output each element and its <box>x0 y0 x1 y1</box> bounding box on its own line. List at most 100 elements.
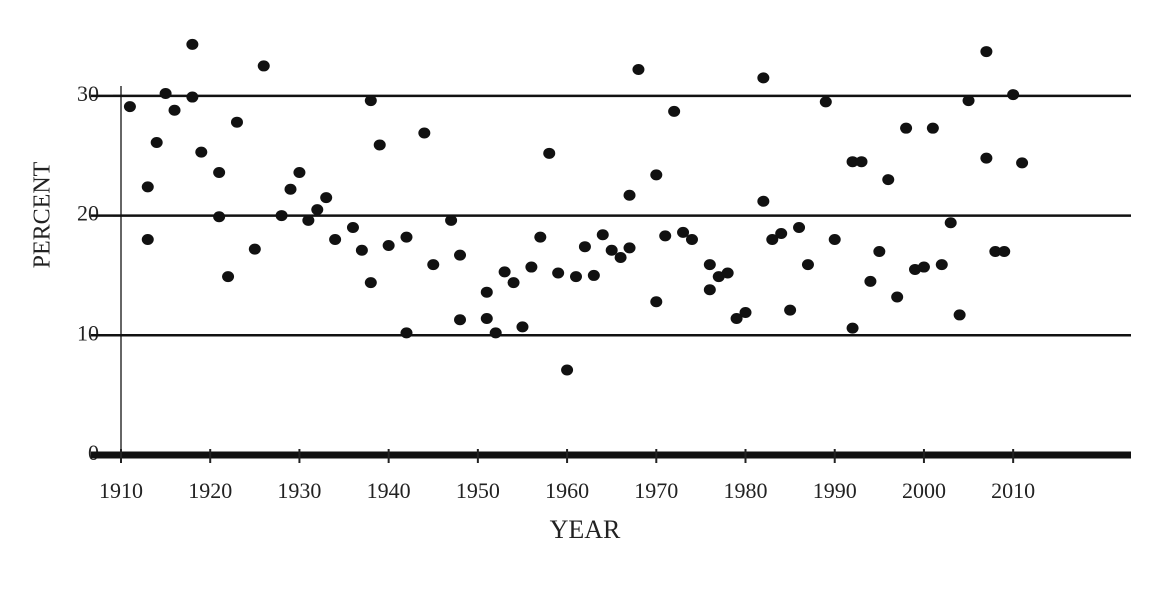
point <box>168 104 181 116</box>
point <box>364 95 377 107</box>
point <box>819 96 832 108</box>
point <box>230 116 243 128</box>
point <box>293 166 306 178</box>
point <box>757 195 770 207</box>
point <box>329 234 342 246</box>
point <box>578 241 591 253</box>
point <box>998 245 1011 257</box>
point <box>123 101 136 113</box>
point <box>400 231 413 243</box>
point <box>855 156 868 168</box>
x-axis-label: YEAR <box>550 515 621 544</box>
point <box>346 222 359 234</box>
point <box>418 127 431 139</box>
point <box>721 267 734 279</box>
point <box>793 222 806 234</box>
point <box>703 259 716 271</box>
point <box>382 240 395 251</box>
point <box>141 181 154 193</box>
point <box>195 146 208 158</box>
y-tick-label: 10 <box>77 320 99 345</box>
point <box>846 322 859 334</box>
point <box>917 261 930 273</box>
point <box>757 72 770 84</box>
point <box>650 296 663 308</box>
point <box>516 321 529 333</box>
x-tick-label: 2000 <box>902 478 946 503</box>
point <box>605 244 618 256</box>
point <box>587 269 600 281</box>
point <box>445 214 458 226</box>
y-tick-label: 20 <box>77 201 99 226</box>
point <box>320 192 333 204</box>
point <box>222 271 235 283</box>
point <box>980 152 993 164</box>
point <box>480 313 493 325</box>
point <box>489 327 502 339</box>
x-tick-label: 1980 <box>724 478 768 503</box>
point <box>926 122 939 134</box>
point <box>1016 157 1029 169</box>
x-tick-label: 1940 <box>367 478 411 503</box>
x-tick-label: 1970 <box>634 478 678 503</box>
point <box>953 309 966 321</box>
point <box>141 234 154 246</box>
point <box>980 46 993 58</box>
point <box>400 327 413 339</box>
y-tick-label: 30 <box>77 81 99 106</box>
point <box>614 251 627 263</box>
point <box>570 271 582 283</box>
point <box>534 231 547 243</box>
point <box>677 226 690 238</box>
point <box>150 137 163 149</box>
point <box>828 234 841 246</box>
point <box>944 217 957 229</box>
point <box>685 234 698 246</box>
point <box>730 313 743 325</box>
point <box>891 291 904 303</box>
point <box>775 228 788 240</box>
point <box>873 245 886 257</box>
point <box>561 364 574 376</box>
point <box>864 275 877 287</box>
point <box>801 259 814 271</box>
x-tick-label: 1960 <box>545 478 589 503</box>
point <box>284 183 297 195</box>
point <box>900 122 913 134</box>
point <box>159 87 172 99</box>
point <box>668 105 681 117</box>
point <box>650 169 663 181</box>
point <box>454 249 467 261</box>
point <box>552 267 565 279</box>
point <box>364 277 377 289</box>
point <box>213 166 226 178</box>
point <box>248 243 261 255</box>
point <box>596 229 609 241</box>
y-axis-label: PERCENT <box>30 161 56 268</box>
point <box>632 64 645 76</box>
x-tick-label: 1920 <box>188 478 232 503</box>
x-tick-label: 2010 <box>991 478 1035 503</box>
point <box>784 304 797 316</box>
x-tick-label: 1990 <box>813 478 857 503</box>
point <box>846 156 859 168</box>
point <box>507 277 520 289</box>
point <box>882 174 895 186</box>
point <box>962 95 975 107</box>
point <box>1007 89 1020 101</box>
point <box>766 234 779 246</box>
point <box>257 60 270 72</box>
point <box>989 245 1002 257</box>
point <box>186 38 199 50</box>
point <box>186 91 199 103</box>
point <box>454 314 467 326</box>
point <box>373 139 386 151</box>
point <box>543 147 556 159</box>
point <box>935 259 948 271</box>
point <box>427 259 440 271</box>
point <box>703 284 716 296</box>
point <box>213 211 226 223</box>
x-tick-label: 1910 <box>99 478 143 503</box>
